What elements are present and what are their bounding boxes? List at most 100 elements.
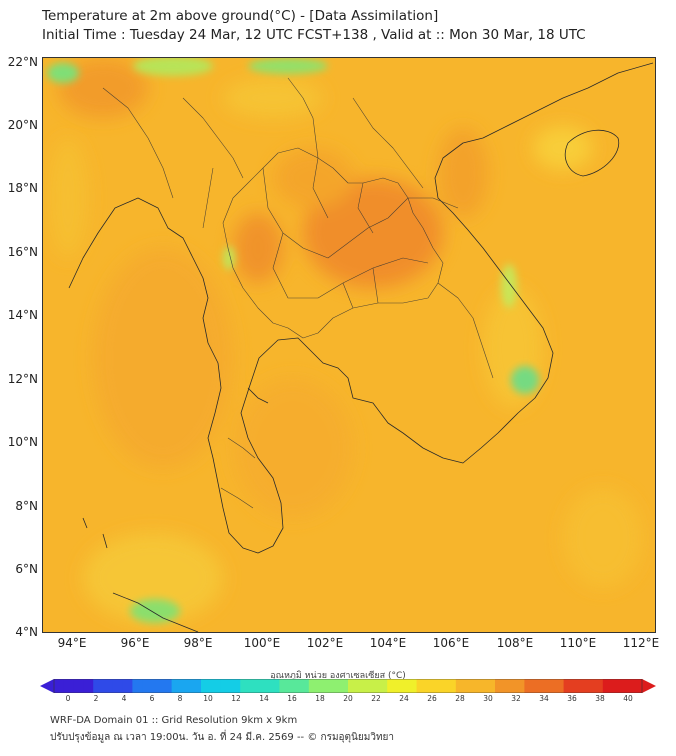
lon-label-100e: 100°E: [243, 636, 281, 650]
colorbar-segment: [269, 679, 280, 693]
lat-label-6n: 6°N: [15, 562, 38, 576]
colorbar-segment: [142, 679, 153, 693]
colorbar-tick-label: 24: [399, 694, 409, 703]
colorbar-tick-label: 18: [315, 694, 325, 703]
colorbar-tick-label: 26: [427, 694, 437, 703]
colorbar-tick-label: 30: [483, 694, 493, 703]
lon-label-106e: 106°E: [432, 636, 470, 650]
colorbar-segment: [161, 679, 173, 693]
map-title: Temperature at 2m above ground(°C) - [Da…: [42, 8, 439, 24]
colorbar-outline: [53, 679, 643, 693]
colorbar-segment: [259, 679, 271, 693]
colorbar-segment: [289, 679, 300, 693]
colorbar-segment: [622, 679, 633, 693]
colorbar-tick-label: 38: [595, 694, 605, 703]
colorbar-segment: [240, 679, 251, 693]
colorbar-segment: [93, 679, 104, 693]
colorbar-segment: [152, 679, 163, 693]
colorbar-segment: [348, 679, 359, 693]
colorbar-tick-label: 0: [65, 694, 71, 703]
colorbar-segment: [583, 679, 594, 693]
colorbar: [40, 679, 656, 693]
lat-label-8n: 8°N: [15, 499, 38, 513]
colorbar-segment: [426, 679, 437, 693]
colorbar-tick-label: 14: [259, 694, 269, 703]
colorbar-segment: [504, 679, 516, 693]
colorbar-segment: [230, 679, 241, 693]
colorbar-segment: [171, 679, 182, 693]
colorbar-segment: [397, 679, 408, 693]
colorbar-tick-label: 16: [287, 694, 297, 703]
colorbar-segment: [308, 679, 320, 693]
colorbar-segment: [416, 679, 427, 693]
colorbar-segment: [593, 679, 604, 693]
colorbar-segment: [338, 679, 349, 693]
lat-label-10n: 10°N: [7, 435, 38, 449]
colorbar-segment: [299, 679, 310, 693]
footer-update-info: ปรับปรุงข้อมูล ณ เวลา 19:00น. วัน อ. ที่…: [50, 732, 395, 743]
colorbar-tick-label: 20: [343, 694, 353, 703]
colorbar-segment: [632, 679, 643, 693]
colorbar-tick-label: 6: [149, 694, 155, 703]
colorbar-segment: [103, 679, 114, 693]
lon-label-110e: 110°E: [559, 636, 597, 650]
temperature-map: [42, 57, 656, 633]
lat-label-18n: 18°N: [7, 181, 38, 195]
colorbar-segment: [446, 679, 457, 693]
colorbar-segment: [220, 679, 231, 693]
colorbar-segment: [563, 679, 574, 693]
colorbar-tick-label: 22: [371, 694, 381, 703]
colorbar-segment: [112, 679, 124, 693]
colorbar-segment: [455, 679, 467, 693]
colorbar-segment: [318, 679, 329, 693]
colorbar-tick-label: 40: [623, 694, 633, 703]
colorbar-segment: [367, 679, 378, 693]
lat-label-16n: 16°N: [7, 245, 38, 259]
colorbar-segment: [250, 679, 261, 693]
footer-model-info: WRF-DA Domain 01 :: Grid Resolution 9km …: [50, 715, 298, 726]
lat-label-4n: 4°N: [15, 625, 38, 639]
lon-label-112e: 112°E: [622, 636, 660, 650]
colorbar-segments: [54, 679, 643, 693]
colorbar-segment: [377, 679, 388, 693]
colorbar-segment: [191, 679, 202, 693]
colorbar-tick-label: 28: [455, 694, 465, 703]
colorbar-segment: [612, 679, 623, 693]
lon-label-94e: 94°E: [57, 636, 87, 650]
colorbar-segment: [210, 679, 222, 693]
colorbar-segment: [534, 679, 545, 693]
colorbar-segment: [132, 679, 143, 693]
colorbar-segment: [465, 679, 476, 693]
colorbar-segment: [436, 679, 447, 693]
colorbar-segment: [122, 679, 133, 693]
colorbar-tick-label: 34: [539, 694, 549, 703]
colorbar-segment: [406, 679, 418, 693]
colorbar-tick-label: 8: [177, 694, 183, 703]
colorbar-segment: [201, 679, 212, 693]
colorbar-segment: [485, 679, 496, 693]
colorbar-title: อุณหภูมิ หน่วย องศาเซลเซียส (°C): [270, 671, 406, 681]
lat-label-22n: 22°N: [7, 55, 38, 69]
colorbar-segment: [181, 679, 192, 693]
lon-label-96e: 96°E: [120, 636, 150, 650]
colorbar-tick-label: 12: [231, 694, 241, 703]
colorbar-tick-label: 4: [121, 694, 127, 703]
colorbar-segment: [544, 679, 555, 693]
colorbar-segment: [553, 679, 565, 693]
colorbar-segment: [495, 679, 506, 693]
lon-label-104e: 104°E: [369, 636, 407, 650]
lat-label-14n: 14°N: [7, 308, 38, 322]
colorbar-tick-label: 36: [567, 694, 577, 703]
colorbar-segment: [279, 679, 290, 693]
colorbar-segment: [357, 679, 369, 693]
colorbar-tick-label: 2: [93, 694, 99, 703]
colorbar-tick-label: 10: [203, 694, 213, 703]
colorbar-segment: [514, 679, 525, 693]
colorbar-segment: [573, 679, 584, 693]
colorbar-segment: [602, 679, 614, 693]
lon-label-108e: 108°E: [496, 636, 534, 650]
colorbar-segment: [524, 679, 535, 693]
colorbar-low-extension: [40, 679, 54, 693]
colorbar-segment: [83, 679, 94, 693]
lon-label-98e: 98°E: [183, 636, 213, 650]
